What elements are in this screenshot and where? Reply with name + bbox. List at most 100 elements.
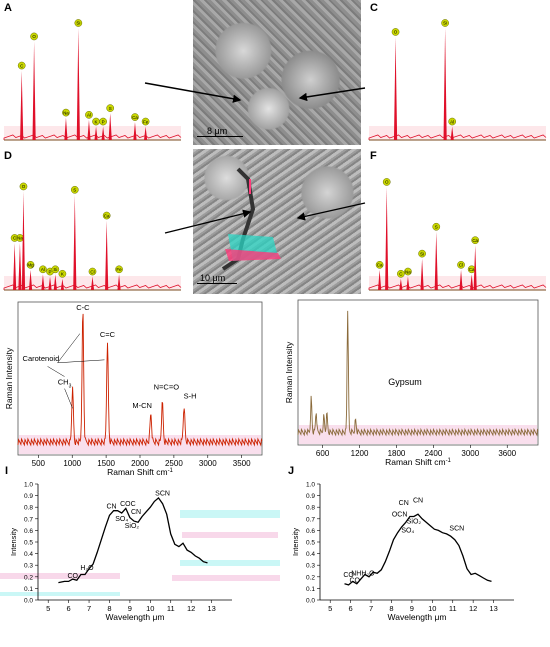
ir-y-tick-label: 0.0 xyxy=(306,598,315,605)
ir-y-tick-label: 0.9 xyxy=(306,493,315,500)
eds-peak xyxy=(450,126,454,140)
ir-x-tick-label: 5 xyxy=(46,604,50,613)
eds-peak xyxy=(105,220,109,290)
ir-i-label-cn1: CN xyxy=(106,503,116,510)
raman-x-axis-label: Raman Shift cm-1 xyxy=(385,457,451,467)
ir-chart-i: 0.0 0.1 0.2 0.3 0.4 0.5 0.6 0.7 0.8 0.9 1.0 5 6 7 8 9 10… xyxy=(0,482,280,622)
ir-i-label-sio2: SiO₂ xyxy=(125,523,140,530)
scale-bar-e xyxy=(197,283,237,284)
eds-peak-marker xyxy=(58,269,67,278)
eds-peak xyxy=(133,122,137,140)
eds-peak-marker xyxy=(102,211,111,220)
leader-carotenoid-cc xyxy=(57,333,81,363)
scale-label-b: 8 μm xyxy=(207,126,228,136)
ir-j-label-co1: CO xyxy=(343,572,354,579)
ir-y-tick-label: 0.5 xyxy=(306,540,315,547)
eds-peak xyxy=(53,274,57,290)
eds-peak xyxy=(18,242,22,290)
leader-carotenoid-ceqc xyxy=(57,359,105,364)
eds-peak-label: P xyxy=(49,269,52,274)
ir-chart-j: 0.0 0.1 0.2 0.3 0.4 0.5 0.6 0.7 0.8 0.9 1.0 5 6 7 8 9 10… xyxy=(291,482,514,622)
eds-peak xyxy=(108,113,112,140)
eds-peak xyxy=(473,245,477,290)
eds-peak-label: O xyxy=(394,30,398,35)
ir-j-label-nhh2o: NHH₂O xyxy=(351,571,375,578)
ir-y-tick-label: 0.1 xyxy=(24,586,33,593)
eds-peak-marker xyxy=(397,269,405,278)
eds-peak-marker xyxy=(382,178,391,186)
peak-label-ceqc: C=C xyxy=(100,330,116,339)
eds-peak-label: O xyxy=(385,180,389,185)
ir-highlight-band xyxy=(0,592,120,596)
ir-x-axis-label: Wavelength μm xyxy=(388,612,447,622)
eds-noise xyxy=(368,284,547,290)
panel-label-f: F xyxy=(370,150,377,162)
ir-x-tick-label: 6 xyxy=(67,604,71,613)
eds-peak-marker xyxy=(115,265,123,274)
ir-y-tick-label: 0.8 xyxy=(306,505,315,512)
eds-peak-marker xyxy=(471,236,480,245)
peak-label-nco: N=C=O xyxy=(154,383,180,392)
ir-x-tick-label: 8 xyxy=(389,604,393,613)
ir-y-tick-label: 0.3 xyxy=(24,563,33,570)
sem-image-e xyxy=(193,149,361,294)
ir-j-label-co2: CO xyxy=(349,578,360,585)
peak-label-carotenoid: Carotenoid xyxy=(23,354,60,363)
eds-peak-marker xyxy=(17,61,26,70)
eds-peak xyxy=(399,278,403,290)
raman-x-axis-label: Raman Shift cm-1 xyxy=(107,467,173,477)
panel-label-i: I xyxy=(5,465,9,477)
ir-x-tick-label: 13 xyxy=(489,604,497,613)
eds-peak-marker xyxy=(70,185,79,194)
ir-i-label-h2o: H₂O xyxy=(80,565,94,572)
arrow-a-to-b xyxy=(144,82,242,103)
eds-peak xyxy=(64,117,68,140)
ir-y-tick-label: 0.1 xyxy=(306,586,315,593)
eds-peak-label: S xyxy=(109,106,112,111)
raman-x-tick-label: 2000 xyxy=(131,459,149,468)
ir-y-tick-label: 0.4 xyxy=(24,551,33,558)
ir-x-axis-label: Wavelength μm xyxy=(106,612,165,622)
raman-x-tick-label: 1500 xyxy=(97,459,115,468)
raman-chart-h: 600 1200 1800 2400 3000 3600 Raman Shift cm-1 R… xyxy=(284,299,539,467)
raman-x-tick-label: 600 xyxy=(316,449,330,458)
eds-peak-marker xyxy=(19,182,28,191)
eds-peak xyxy=(101,126,105,140)
eds-peak xyxy=(41,274,45,290)
ir-highlight-band xyxy=(182,532,278,538)
eds-peak xyxy=(94,126,98,140)
ir-x-tick-label: 13 xyxy=(207,604,215,613)
raman-highlight-band xyxy=(299,425,537,444)
eds-peak xyxy=(28,269,33,290)
eds-peak xyxy=(117,274,121,290)
eds-peak-label: Si xyxy=(53,267,57,272)
leader-ch3 xyxy=(64,388,73,409)
ir-x-tick-label: 12 xyxy=(187,604,195,613)
ir-y-tick-label: 0.0 xyxy=(24,598,33,605)
eds-peak-label: Fe xyxy=(116,267,122,272)
raman-y-axis-label: Raman Intensity xyxy=(4,347,14,409)
eds-floor-band xyxy=(369,276,546,290)
eds-spectrum-c: O Si Al xyxy=(368,19,547,141)
ir-i-label-co: CO xyxy=(67,573,78,580)
eds-peak-marker xyxy=(432,222,441,231)
eds-peak-marker xyxy=(62,108,70,117)
sem-e-overlay xyxy=(221,167,281,271)
ir-x-tick-label: 9 xyxy=(410,604,414,613)
eds-peak xyxy=(459,269,463,290)
eds-peak-label: Cl xyxy=(459,263,463,268)
raman-x-tick-label: 1000 xyxy=(63,459,81,468)
arrow-c-to-b xyxy=(298,87,366,102)
eds-peak-label: Na xyxy=(63,110,69,115)
eds-peak xyxy=(13,242,17,290)
leader-carotenoid-ch3 xyxy=(47,366,65,377)
raman-highlight-band xyxy=(19,435,261,454)
raman-spectrum-line xyxy=(297,310,539,437)
ir-i-label-coc: COC xyxy=(120,501,136,508)
eds-peak-label: Ca xyxy=(132,115,138,120)
eds-peak xyxy=(48,276,52,290)
ir-y-axis-label: Intensity xyxy=(291,528,300,556)
eds-peak xyxy=(144,126,148,140)
eds-peak-label: Ca xyxy=(469,267,475,272)
raman-x-tick-label: 500 xyxy=(32,459,46,468)
